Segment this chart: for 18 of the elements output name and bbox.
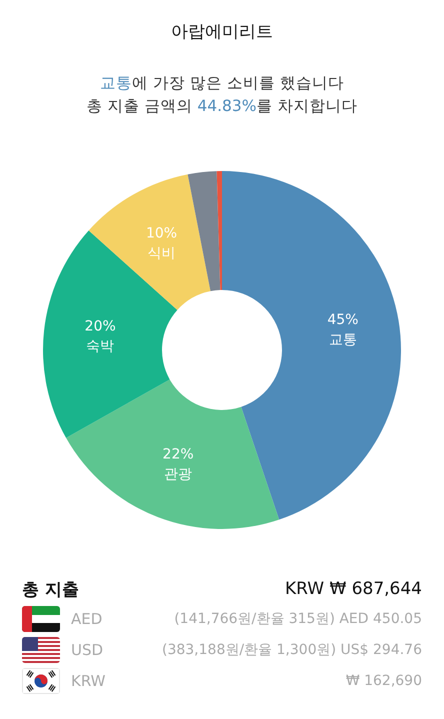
text: 총 지출 bbox=[22, 578, 79, 600]
data-label: 22% bbox=[162, 446, 194, 462]
chart-subtitle: 교통에 가장 많은 소비를 했습니다 총 지출 금액의 44.83%를 차지합니다 bbox=[86, 74, 358, 115]
chart-title: 아랍에미리트 bbox=[170, 21, 274, 43]
slice-label: 관광 bbox=[164, 466, 192, 482]
text: ₩ 162,690 bbox=[346, 672, 422, 688]
data-label: 10% bbox=[146, 225, 178, 242]
data-label: 20% bbox=[84, 318, 116, 335]
text: (383,188원/환율 1,300원) US$ 294.76 bbox=[162, 640, 422, 658]
slice-label: 교통 bbox=[328, 332, 357, 348]
text: KRW bbox=[71, 672, 106, 690]
text: USD bbox=[71, 640, 104, 658]
text: AED bbox=[71, 610, 102, 628]
text: (141,766원/환율 315원) AED 450.05 bbox=[174, 610, 422, 628]
slice-label: 숙박 bbox=[86, 338, 114, 355]
slice-label: 식비 bbox=[148, 245, 176, 262]
text: KRW ₩ 687,644 bbox=[285, 579, 422, 599]
data-label: 45% bbox=[327, 312, 358, 328]
